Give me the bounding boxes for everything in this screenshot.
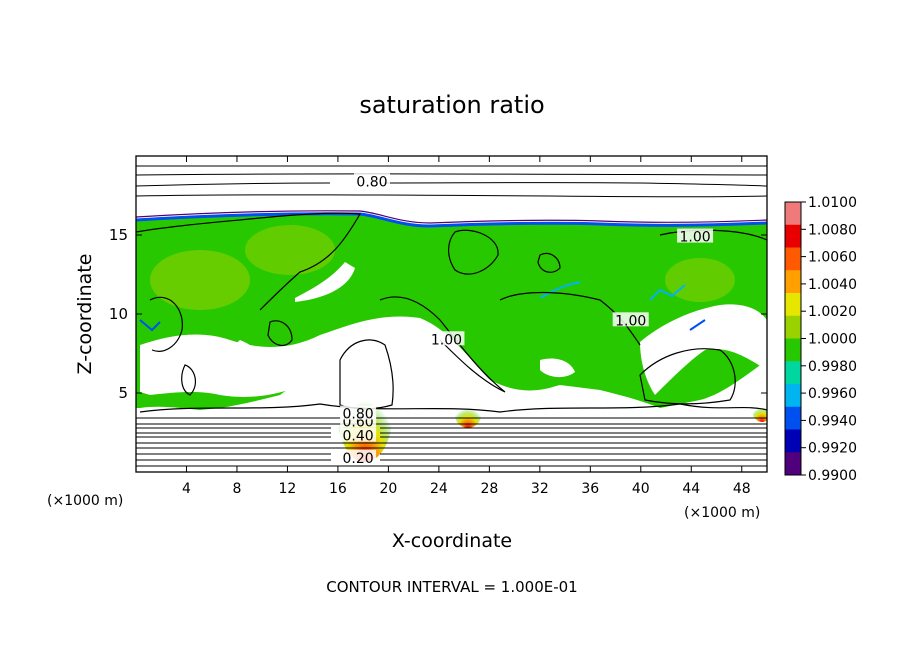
contour-label-bg xyxy=(340,405,377,420)
x-tick-label: 24 xyxy=(430,481,448,497)
x-axis-label: X-coordinate xyxy=(392,530,512,552)
y-tick-label: 5 xyxy=(118,384,128,402)
contour-1.00 xyxy=(139,403,767,413)
colorbar-swatch xyxy=(785,384,801,408)
x-axis: 4 8 12 16 20 24 28 32 36 40 44 48 xyxy=(182,156,751,497)
colorbar-swatch xyxy=(785,224,801,248)
x-tick-label: 48 xyxy=(733,481,751,497)
contour-label: 0.80 xyxy=(356,174,387,190)
warm-spot xyxy=(665,258,735,302)
colorbar-swatch xyxy=(785,452,801,476)
contour-label: 0.80 xyxy=(343,407,374,423)
saturation-field xyxy=(136,164,767,467)
subsaturated-edge xyxy=(649,284,686,301)
subsaturated-edge xyxy=(136,212,767,228)
contour-label-bg xyxy=(340,449,377,464)
y-tick-label: 15 xyxy=(109,226,128,244)
contour-labels: 0.801.001.001.000.200.400.600.80 xyxy=(340,173,714,467)
chart-title: saturation ratio xyxy=(359,91,544,119)
dry-patch xyxy=(228,340,261,369)
x-axis-unit-right: (×1000 m) xyxy=(684,505,760,521)
contour-1.00 xyxy=(537,252,561,273)
colorbar-swatch xyxy=(785,315,801,339)
y-axis-label: Z-coordinate xyxy=(74,254,96,375)
colorbar-swatch xyxy=(785,293,801,317)
dry-patch xyxy=(640,304,767,395)
x-tick-label: 20 xyxy=(379,481,397,497)
colorbar-label: 1.0000 xyxy=(808,332,857,348)
colorbar xyxy=(784,201,802,476)
hotspot xyxy=(752,398,767,422)
x-tick-label: 44 xyxy=(682,481,700,497)
colorbar-label: 0.9940 xyxy=(808,413,857,429)
contour-label-bg xyxy=(353,173,390,188)
contour-1.00 xyxy=(639,348,736,405)
colorbar-swatch xyxy=(785,202,801,226)
contour-label-bg xyxy=(428,331,465,346)
dry-patch xyxy=(295,262,355,302)
colorbar-label: 1.0080 xyxy=(808,222,857,238)
x-tick-label: 12 xyxy=(279,481,297,497)
colorbar-swatch xyxy=(785,361,801,385)
dry-patch xyxy=(140,316,590,412)
hotspot xyxy=(454,396,482,428)
colorbar-swatch xyxy=(785,406,801,430)
contour-0.60 xyxy=(136,194,767,198)
dry-patch xyxy=(540,358,575,378)
contour-interval-note: CONTOUR INTERVAL = 1.000E-01 xyxy=(326,578,577,596)
x-tick-label: 40 xyxy=(632,481,650,497)
colorbar-swatch xyxy=(785,429,801,453)
contour-label: 1.00 xyxy=(431,332,462,348)
contour-1.00 xyxy=(499,291,641,346)
x-tick-label: 28 xyxy=(480,481,498,497)
subsaturated-edge xyxy=(139,319,706,332)
contour-label-bg xyxy=(612,312,649,327)
contour-1.00 xyxy=(149,296,183,352)
contour-0.20 xyxy=(136,164,767,167)
colorbar-labels: 1.0100 1.0080 1.0060 1.0040 1.0020 1.0000 0.99… xyxy=(801,195,857,484)
contour-label: 1.00 xyxy=(615,313,646,329)
x-axis-unit-left: (×1000 m) xyxy=(47,493,123,509)
contour-label: 0.40 xyxy=(343,429,374,445)
contour-0.80 xyxy=(136,182,767,187)
contour-1.00 xyxy=(267,320,293,347)
contour-label: 0.20 xyxy=(343,451,374,467)
colorbar-label: 1.0040 xyxy=(808,277,857,293)
x-tick-label: 36 xyxy=(581,481,599,497)
warm-spot xyxy=(245,225,335,275)
contour-1.00 xyxy=(136,212,361,311)
contour-1.00 xyxy=(181,364,197,396)
contour-label-bg xyxy=(340,427,377,442)
subsaturated-edge xyxy=(136,210,767,224)
subsaturated-edge xyxy=(539,281,581,299)
y-axis: 5 10 15 xyxy=(109,226,767,402)
colorbar-label: 0.9920 xyxy=(808,441,857,457)
colorbar-label: 1.0060 xyxy=(808,250,857,266)
colorbar-swatch xyxy=(785,338,801,362)
contour-1.00 xyxy=(659,229,767,241)
colorbar-label: 0.9900 xyxy=(808,468,857,484)
colorbar-swatch xyxy=(785,247,801,271)
colorbar-label: 0.9960 xyxy=(808,386,857,402)
contour-1.00 xyxy=(448,229,499,275)
y-tick-label: 10 xyxy=(109,305,128,323)
contour-0.40 xyxy=(136,173,767,176)
contour-label: 1.00 xyxy=(679,230,710,246)
colorbar-label: 1.0100 xyxy=(808,195,857,211)
colorbar-label: 0.9980 xyxy=(808,359,857,375)
x-tick-label: 4 xyxy=(182,481,191,497)
colorbar-swatch xyxy=(785,270,801,294)
colorbar-label: 1.0020 xyxy=(808,304,857,320)
contour-1.00 xyxy=(379,296,506,393)
x-tick-label: 8 xyxy=(232,481,241,497)
warm-spot xyxy=(150,250,250,310)
x-tick-label: 32 xyxy=(531,481,549,497)
x-tick-label: 16 xyxy=(329,481,347,497)
contour-label-bg xyxy=(677,228,714,243)
